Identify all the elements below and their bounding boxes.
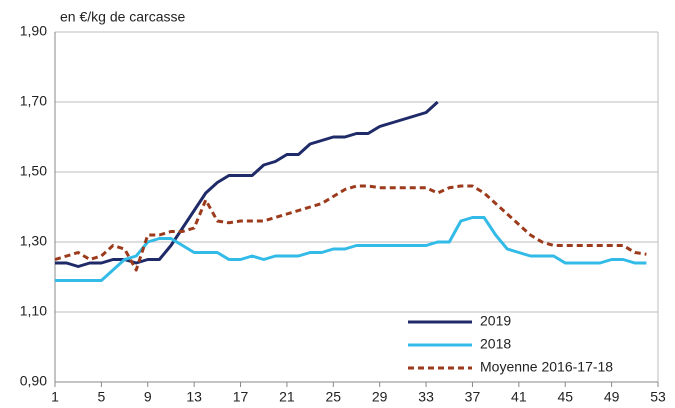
x-tick-label: 41	[511, 389, 527, 405]
x-tick-label: 13	[186, 389, 202, 405]
y-tick-label: 0,90	[20, 373, 47, 389]
y-tick-label: 1,90	[20, 23, 47, 39]
x-tick-label: 33	[418, 389, 434, 405]
x-tick-label: 49	[604, 389, 620, 405]
x-tick-label: 9	[144, 389, 152, 405]
series-line	[55, 216, 647, 282]
y-tick-label: 1,70	[20, 93, 47, 109]
x-tick-label: 37	[465, 389, 481, 405]
x-tick-label: 25	[326, 389, 342, 405]
legend-label: Moyenne 2016-17-18	[480, 359, 613, 375]
legend-label: 2019	[480, 313, 511, 329]
y-tick-label: 1,50	[20, 163, 47, 179]
series-line	[54, 184, 647, 272]
y-tick-label: 1,30	[20, 233, 47, 249]
y-axis-label: en €/kg de carcasse	[60, 9, 186, 25]
legend-label: 2018	[480, 336, 511, 352]
series-line	[55, 100, 439, 268]
y-tick-label: 1,10	[20, 303, 47, 319]
x-tick-label: 5	[97, 389, 105, 405]
x-tick-label: 29	[372, 389, 388, 405]
x-tick-label: 21	[279, 389, 295, 405]
x-tick-label: 17	[233, 389, 249, 405]
x-tick-label: 53	[650, 389, 666, 405]
x-tick-label: 1	[51, 389, 59, 405]
x-tick-label: 45	[557, 389, 573, 405]
